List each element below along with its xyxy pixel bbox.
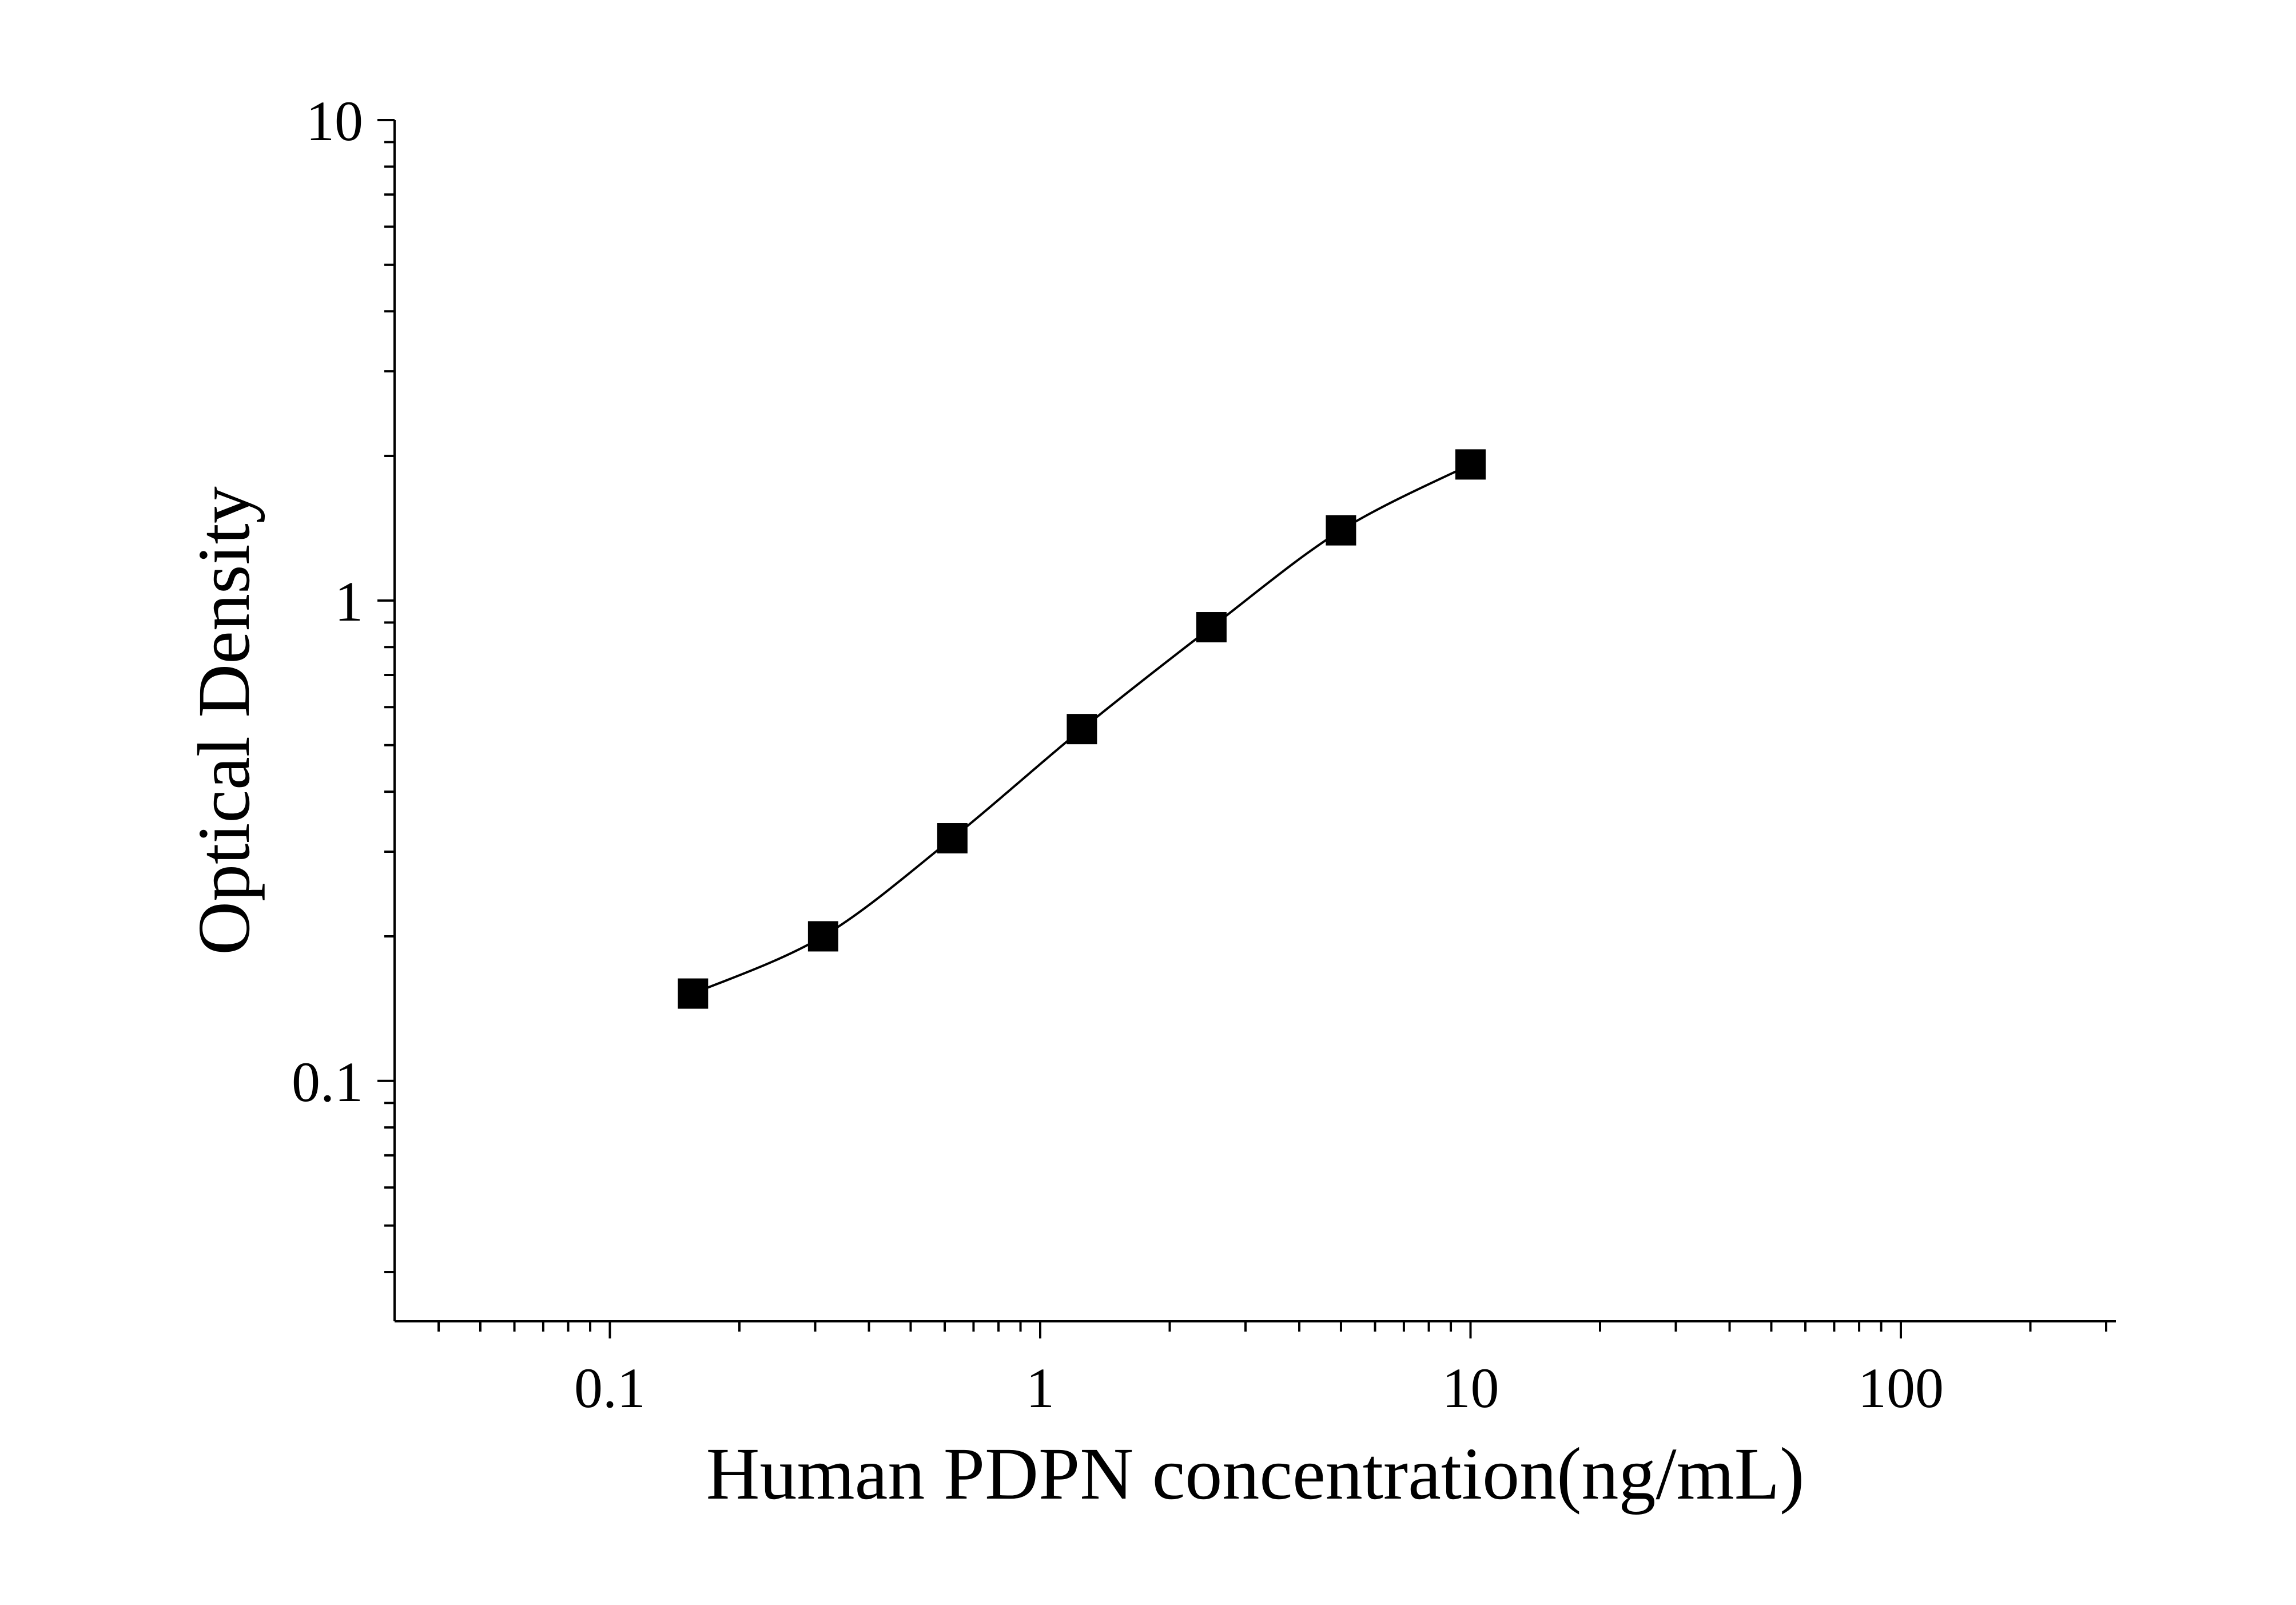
data-marker xyxy=(1067,714,1097,744)
x-tick-label: 0.1 xyxy=(574,1356,646,1420)
x-tick-label: 1 xyxy=(1026,1356,1055,1420)
y-axis-label: Optical Density xyxy=(183,486,265,955)
x-tick-label: 10 xyxy=(1442,1356,1499,1420)
elisa-standard-curve-chart: 0.1 1 10 100 0.1 1 10 Human PDPN concentration(… xyxy=(0,0,2296,1605)
chart-container: 0.1 1 10 100 0.1 1 10 Human PDPN concentration(… xyxy=(0,0,2296,1605)
data-marker xyxy=(937,824,967,853)
data-marker xyxy=(1326,515,1356,545)
y-tick-label: 10 xyxy=(306,89,363,153)
x-tick-label: 100 xyxy=(1858,1356,1944,1420)
y-tick-label: 1 xyxy=(335,570,363,633)
y-tick-label: 0.1 xyxy=(292,1050,363,1114)
x-axis-label: Human PDPN concentration(ng/mL) xyxy=(706,1433,1805,1515)
data-marker xyxy=(1196,613,1226,642)
data-marker xyxy=(678,979,708,1008)
data-marker xyxy=(1455,450,1485,479)
data-marker xyxy=(808,921,838,951)
